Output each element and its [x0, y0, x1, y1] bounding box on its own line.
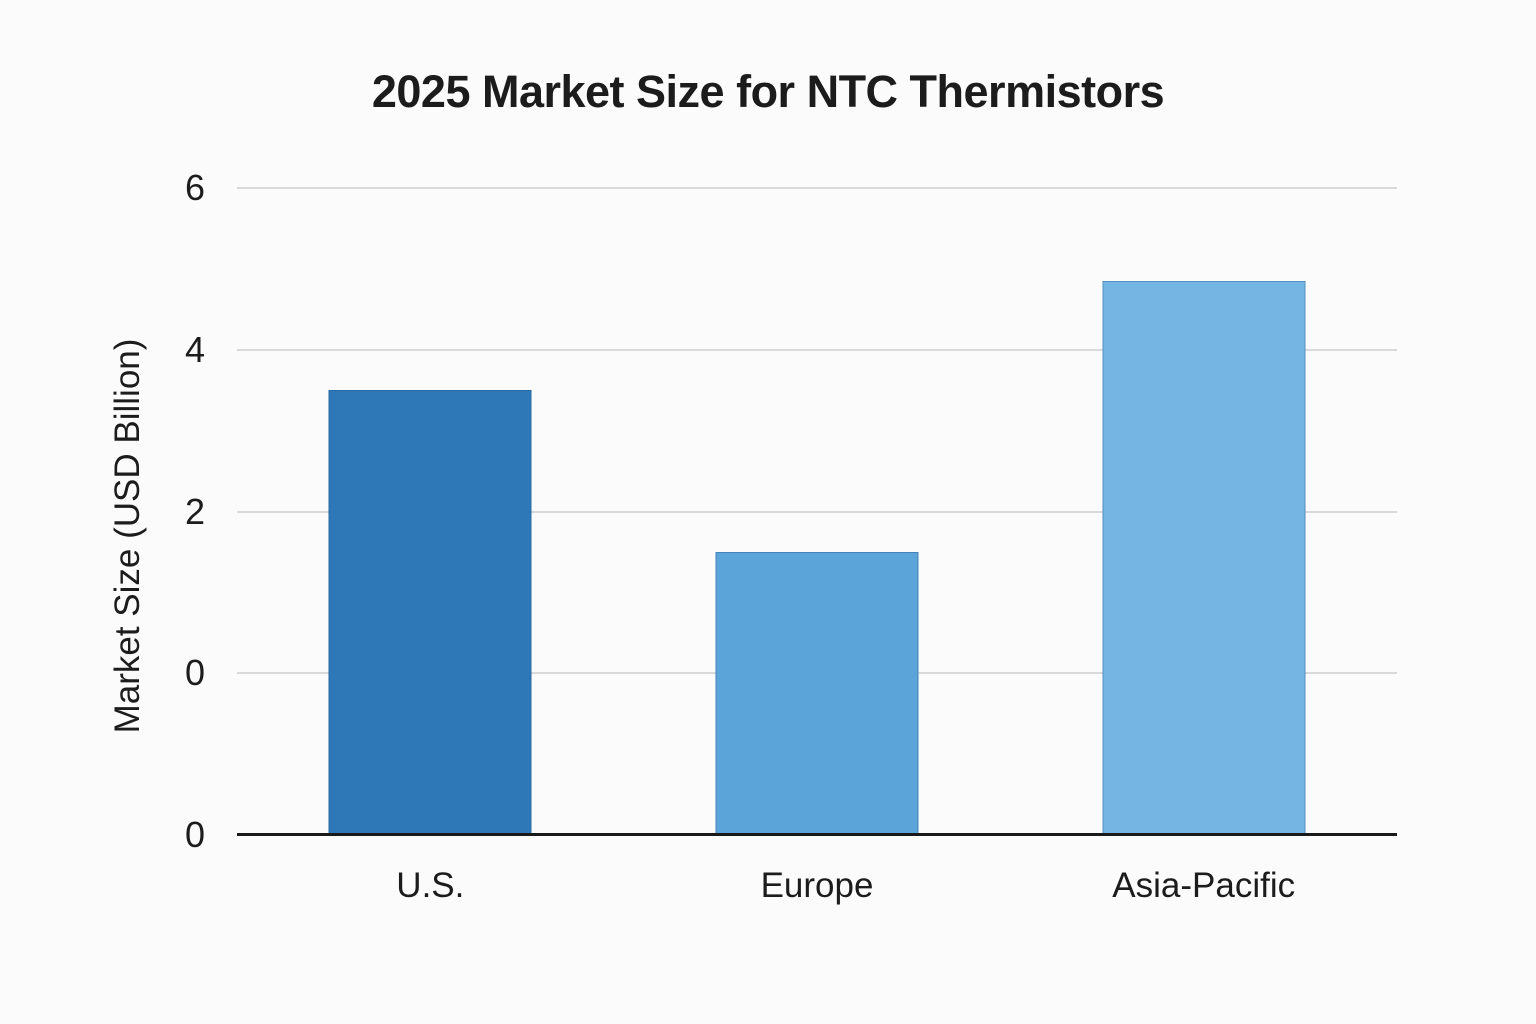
x-axis-labels: U.S. Europe Asia-Pacific — [237, 848, 1397, 906]
gridline-6 — [237, 187, 1397, 189]
gridline-2 — [237, 510, 1397, 513]
bar-slots — [237, 188, 1397, 835]
y-tick-label-0-baseline: 0 — [184, 814, 205, 855]
bar-slot-asia-pacific — [1010, 188, 1397, 835]
plot-area — [237, 187, 1397, 836]
bar-us — [328, 390, 532, 835]
x-axis-label-us: U.S. — [396, 866, 465, 905]
y-tick-label-4: 4 — [184, 328, 205, 370]
y-tick-label-6: 6 — [184, 167, 205, 208]
x-axis-label-asia-pacific: Asia-Pacific — [1112, 866, 1296, 905]
x-axis-line — [237, 833, 1397, 836]
x-axis-label-europe: Europe — [760, 866, 874, 905]
bar-slot-europe — [624, 188, 1011, 835]
chart-title: 2025 Market Size for NTC Thermistors — [371, 66, 1165, 117]
y-tick-label-0: 0 — [184, 652, 205, 694]
gridline-4 — [237, 348, 1397, 351]
bar-europe — [715, 551, 919, 835]
bar-asia-pacific — [1102, 281, 1306, 835]
y-axis-tick-labels: 6 4 2 0 0 — [0, 167, 205, 855]
y-tick-label-2: 2 — [184, 490, 205, 532]
bar-slot-us — [237, 188, 624, 835]
